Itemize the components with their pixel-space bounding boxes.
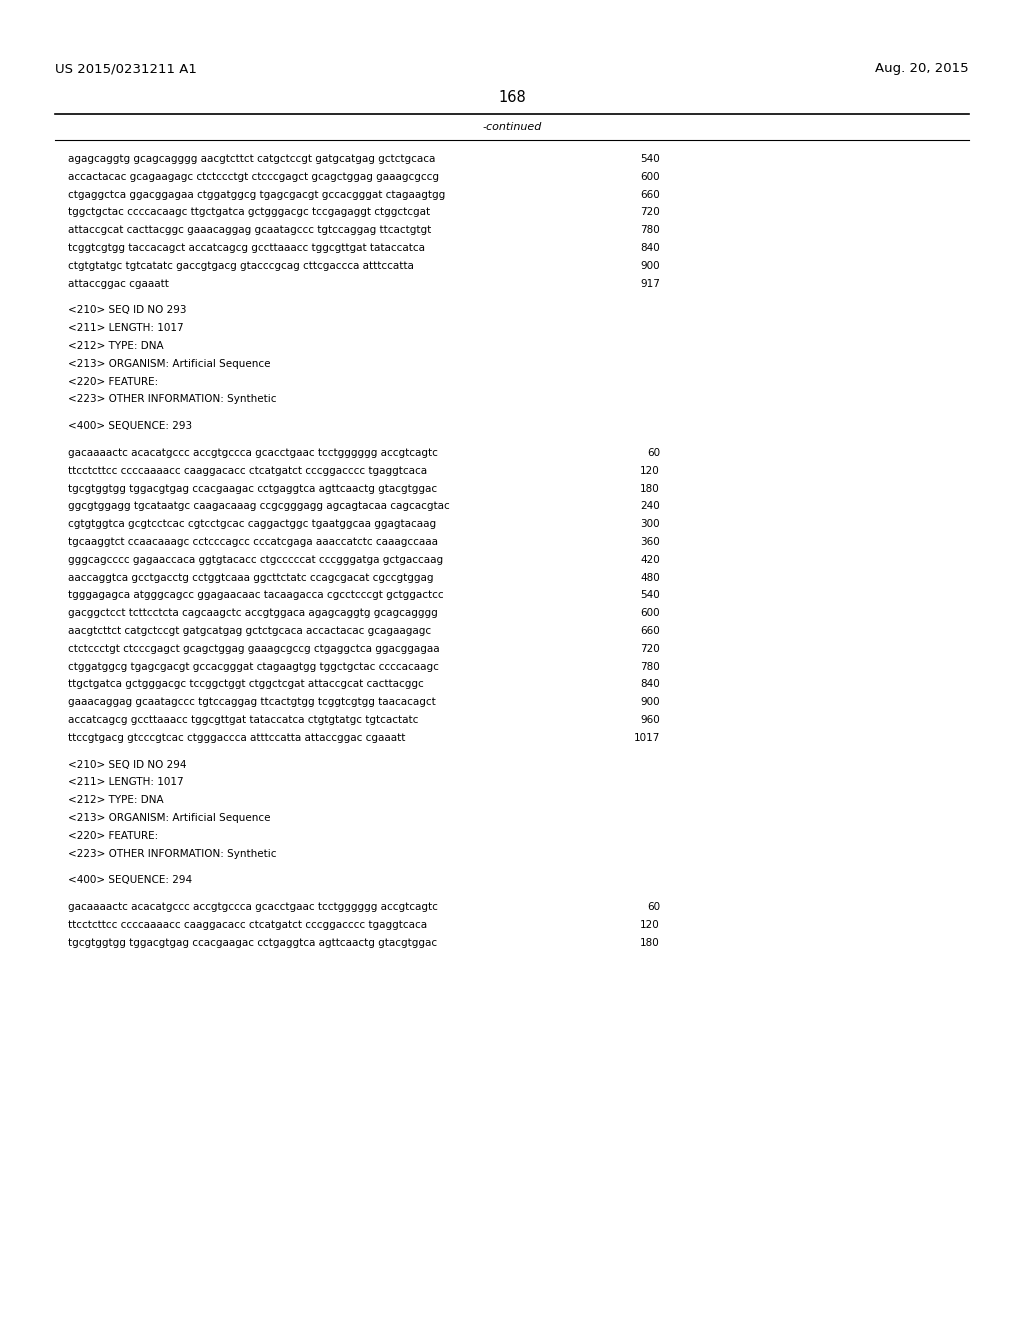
Text: <400> SEQUENCE: 293: <400> SEQUENCE: 293 [68, 421, 193, 432]
Text: 480: 480 [640, 573, 660, 582]
Text: <400> SEQUENCE: 294: <400> SEQUENCE: 294 [68, 875, 193, 886]
Text: 917: 917 [640, 279, 660, 289]
Text: <223> OTHER INFORMATION: Synthetic: <223> OTHER INFORMATION: Synthetic [68, 395, 276, 404]
Text: gacaaaactc acacatgccc accgtgccca gcacctgaac tcctgggggg accgtcagtc: gacaaaactc acacatgccc accgtgccca gcacctg… [68, 902, 438, 912]
Text: 360: 360 [640, 537, 660, 546]
Text: 540: 540 [640, 590, 660, 601]
Text: 600: 600 [640, 609, 660, 618]
Text: 240: 240 [640, 502, 660, 511]
Text: <220> FEATURE:: <220> FEATURE: [68, 376, 159, 387]
Text: -continued: -continued [482, 121, 542, 132]
Text: accactacac gcagaagagc ctctccctgt ctcccgagct gcagctggag gaaagcgccg: accactacac gcagaagagc ctctccctgt ctcccga… [68, 172, 439, 182]
Text: 600: 600 [640, 172, 660, 182]
Text: gggcagcccc gagaaccaca ggtgtacacc ctgcccccat cccgggatga gctgaccaag: gggcagcccc gagaaccaca ggtgtacacc ctgcccc… [68, 554, 443, 565]
Text: ttcctcttcc ccccaaaacc caaggacacc ctcatgatct cccggacccc tgaggtcaca: ttcctcttcc ccccaaaacc caaggacacc ctcatga… [68, 466, 427, 475]
Text: 300: 300 [640, 519, 660, 529]
Text: 120: 120 [640, 466, 660, 475]
Text: attaccgcat cacttacggc gaaacaggag gcaatagccc tgtccaggag ttcactgtgt: attaccgcat cacttacggc gaaacaggag gcaatag… [68, 226, 431, 235]
Text: <211> LENGTH: 1017: <211> LENGTH: 1017 [68, 777, 183, 788]
Text: aaccaggtca gcctgacctg cctggtcaaa ggcttctatc ccagcgacat cgccgtggag: aaccaggtca gcctgacctg cctggtcaaa ggcttct… [68, 573, 433, 582]
Text: 540: 540 [640, 154, 660, 164]
Text: tggctgctac ccccacaagc ttgctgatca gctgggacgc tccgagaggt ctggctcgat: tggctgctac ccccacaagc ttgctgatca gctggga… [68, 207, 430, 218]
Text: 780: 780 [640, 226, 660, 235]
Text: cgtgtggtca gcgtcctcac cgtcctgcac caggactggc tgaatggcaa ggagtacaag: cgtgtggtca gcgtcctcac cgtcctgcac caggact… [68, 519, 436, 529]
Text: ctgtgtatgc tgtcatatc gaccgtgacg gtacccgcag cttcgaccca atttccatta: ctgtgtatgc tgtcatatc gaccgtgacg gtacccgc… [68, 261, 414, 271]
Text: 60: 60 [647, 447, 660, 458]
Text: accatcagcg gccttaaacc tggcgttgat tataccatca ctgtgtatgc tgtcactatc: accatcagcg gccttaaacc tggcgttgat tatacca… [68, 715, 419, 725]
Text: 720: 720 [640, 644, 660, 653]
Text: 1017: 1017 [634, 733, 660, 743]
Text: tgcgtggtgg tggacgtgag ccacgaagac cctgaggtca agttcaactg gtacgtggac: tgcgtggtgg tggacgtgag ccacgaagac cctgagg… [68, 483, 437, 494]
Text: <210> SEQ ID NO 294: <210> SEQ ID NO 294 [68, 759, 186, 770]
Text: ctggatggcg tgagcgacgt gccacgggat ctagaagtgg tggctgctac ccccacaagc: ctggatggcg tgagcgacgt gccacgggat ctagaag… [68, 661, 439, 672]
Text: <223> OTHER INFORMATION: Synthetic: <223> OTHER INFORMATION: Synthetic [68, 849, 276, 858]
Text: 900: 900 [640, 261, 660, 271]
Text: <210> SEQ ID NO 293: <210> SEQ ID NO 293 [68, 305, 186, 315]
Text: ctgaggctca ggacggagaa ctggatggcg tgagcgacgt gccacgggat ctagaagtgg: ctgaggctca ggacggagaa ctggatggcg tgagcga… [68, 190, 445, 199]
Text: 420: 420 [640, 554, 660, 565]
Text: <213> ORGANISM: Artificial Sequence: <213> ORGANISM: Artificial Sequence [68, 813, 270, 822]
Text: Aug. 20, 2015: Aug. 20, 2015 [876, 62, 969, 75]
Text: 840: 840 [640, 243, 660, 253]
Text: attaccggac cgaaatt: attaccggac cgaaatt [68, 279, 169, 289]
Text: 900: 900 [640, 697, 660, 708]
Text: tgcgtggtgg tggacgtgag ccacgaagac cctgaggtca agttcaactg gtacgtggac: tgcgtggtgg tggacgtgag ccacgaagac cctgagg… [68, 937, 437, 948]
Text: tcggtcgtgg taccacagct accatcagcg gccttaaacc tggcgttgat tataccatca: tcggtcgtgg taccacagct accatcagcg gccttaa… [68, 243, 425, 253]
Text: <212> TYPE: DNA: <212> TYPE: DNA [68, 795, 164, 805]
Text: 168: 168 [498, 90, 526, 106]
Text: gacggctcct tcttcctcta cagcaagctc accgtggaca agagcaggtg gcagcagggg: gacggctcct tcttcctcta cagcaagctc accgtgg… [68, 609, 437, 618]
Text: 840: 840 [640, 680, 660, 689]
Text: <212> TYPE: DNA: <212> TYPE: DNA [68, 341, 164, 351]
Text: tgcaaggtct ccaacaaagc cctcccagcc cccatcgaga aaaccatctc caaagccaaa: tgcaaggtct ccaacaaagc cctcccagcc cccatcg… [68, 537, 438, 546]
Text: ttgctgatca gctgggacgc tccggctggt ctggctcgat attaccgcat cacttacggc: ttgctgatca gctgggacgc tccggctggt ctggctc… [68, 680, 424, 689]
Text: 120: 120 [640, 920, 660, 931]
Text: ctctccctgt ctcccgagct gcagctggag gaaagcgccg ctgaggctca ggacggagaa: ctctccctgt ctcccgagct gcagctggag gaaagcg… [68, 644, 439, 653]
Text: 780: 780 [640, 661, 660, 672]
Text: gacaaaactc acacatgccc accgtgccca gcacctgaac tcctgggggg accgtcagtc: gacaaaactc acacatgccc accgtgccca gcacctg… [68, 447, 438, 458]
Text: 720: 720 [640, 207, 660, 218]
Text: 960: 960 [640, 715, 660, 725]
Text: <211> LENGTH: 1017: <211> LENGTH: 1017 [68, 323, 183, 333]
Text: US 2015/0231211 A1: US 2015/0231211 A1 [55, 62, 197, 75]
Text: 60: 60 [647, 902, 660, 912]
Text: 180: 180 [640, 937, 660, 948]
Text: 180: 180 [640, 483, 660, 494]
Text: ttcctcttcc ccccaaaacc caaggacacc ctcatgatct cccggacccc tgaggtcaca: ttcctcttcc ccccaaaacc caaggacacc ctcatga… [68, 920, 427, 931]
Text: ggcgtggagg tgcataatgc caagacaaag ccgcgggagg agcagtacaa cagcacgtac: ggcgtggagg tgcataatgc caagacaaag ccgcggg… [68, 502, 450, 511]
Text: agagcaggtg gcagcagggg aacgtcttct catgctccgt gatgcatgag gctctgcaca: agagcaggtg gcagcagggg aacgtcttct catgctc… [68, 154, 435, 164]
Text: 660: 660 [640, 626, 660, 636]
Text: gaaacaggag gcaatagccc tgtccaggag ttcactgtgg tcggtcgtgg taacacagct: gaaacaggag gcaatagccc tgtccaggag ttcactg… [68, 697, 436, 708]
Text: 660: 660 [640, 190, 660, 199]
Text: <220> FEATURE:: <220> FEATURE: [68, 830, 159, 841]
Text: <213> ORGANISM: Artificial Sequence: <213> ORGANISM: Artificial Sequence [68, 359, 270, 368]
Text: tgggagagca atgggcagcc ggagaacaac tacaagacca cgcctcccgt gctggactcc: tgggagagca atgggcagcc ggagaacaac tacaaga… [68, 590, 443, 601]
Text: ttccgtgacg gtcccgtcac ctgggaccca atttccatta attaccggac cgaaatt: ttccgtgacg gtcccgtcac ctgggaccca atttcca… [68, 733, 406, 743]
Text: aacgtcttct catgctccgt gatgcatgag gctctgcaca accactacac gcagaagagc: aacgtcttct catgctccgt gatgcatgag gctctgc… [68, 626, 431, 636]
